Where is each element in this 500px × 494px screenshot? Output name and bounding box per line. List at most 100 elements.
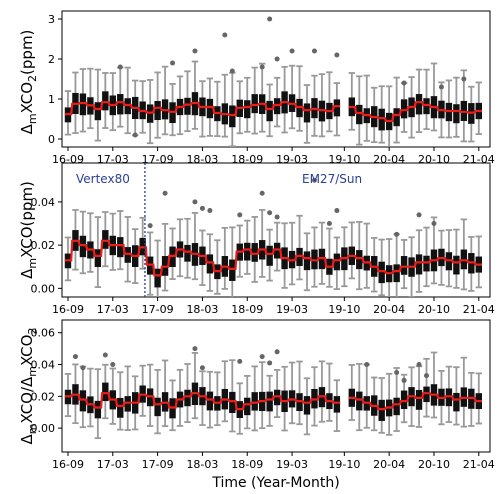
- top-median-line: [64, 101, 482, 123]
- top-box: [356, 104, 363, 125]
- top-outlier-point: [132, 132, 138, 138]
- middle-box: [154, 268, 161, 288]
- bottom-x-tick-label: 16-09: [52, 458, 84, 471]
- bottom-box: [154, 397, 161, 417]
- middle-box: [415, 254, 423, 275]
- middle-x-tick-label: 17-03: [97, 303, 129, 316]
- top-box: [333, 99, 341, 117]
- bottom-outlier-point: [110, 362, 116, 368]
- top-box: [244, 100, 251, 119]
- bottom-box: [102, 382, 109, 402]
- bottom-outlier-point: [72, 354, 78, 360]
- bottom-outlier-point: [364, 362, 370, 368]
- middle-box: [229, 259, 236, 281]
- bottom-outlier-point: [267, 360, 273, 366]
- bottom-outlier-point: [199, 365, 205, 371]
- bottom-outlier-point: [416, 362, 422, 368]
- top-box: [251, 94, 258, 114]
- bottom-outlier-point: [80, 365, 86, 371]
- top-box: [94, 102, 102, 121]
- top-y-tick-label: 1: [48, 93, 55, 106]
- top-box: [400, 99, 408, 119]
- bottom-x-tick-label: 18-09: [231, 458, 263, 471]
- top-outlier-point: [222, 32, 228, 38]
- middle-boxes: [64, 177, 482, 297]
- top-outlier-point: [170, 60, 176, 66]
- bottom-outlier-point: [237, 358, 243, 364]
- bottom-box: [423, 386, 430, 403]
- middle-outlier-point: [274, 214, 280, 220]
- middle-box: [124, 247, 131, 263]
- x-axis-title: Time (Year-Month): [211, 475, 339, 491]
- middle-x-tick-label: 17-09: [142, 303, 174, 316]
- top-y-tick-label: 2: [48, 53, 55, 66]
- middle-outlier-point: [416, 212, 422, 218]
- middle-x-tick-label: 18-09: [231, 303, 263, 316]
- top-box: [453, 104, 460, 124]
- bottom-outlier-point: [424, 373, 430, 379]
- bottom-box: [303, 396, 311, 415]
- middle-outlier-point: [334, 208, 340, 214]
- top-box: [154, 101, 161, 121]
- top-box: [415, 94, 423, 115]
- middle-box: [333, 253, 341, 271]
- middle-outlier-point: [267, 210, 273, 216]
- bottom-outlier-point: [102, 352, 108, 358]
- middle-median-line: [64, 239, 482, 277]
- top-outlier-point: [259, 64, 265, 70]
- bottom-outlier-point: [394, 369, 400, 375]
- bottom-box: [251, 392, 258, 411]
- bottom-box: [356, 391, 363, 411]
- top-outlier-point: [401, 80, 407, 86]
- top-x-tick-label: 20-04: [373, 153, 405, 166]
- middle-box: [244, 242, 251, 261]
- top-panel-ylabel: ΔmXCO2(ppm): [18, 30, 39, 135]
- bottom-box: [206, 391, 214, 411]
- middle-outlier-point: [311, 177, 317, 183]
- bottom-outlier-point: [259, 354, 265, 360]
- middle-outlier-point: [162, 190, 168, 196]
- top-boxes: [64, 16, 482, 147]
- middle-box: [206, 254, 214, 274]
- middle-outlier-point: [431, 221, 437, 227]
- middle-box: [393, 264, 400, 283]
- top-x-tick-label: 20-10: [418, 153, 450, 166]
- bottom-panel-ylabel: ΔmXCO/ΔmXCO2: [18, 328, 39, 445]
- top-x-tick-label: 18-09: [231, 153, 263, 166]
- top-x-tick-label: 19-03: [276, 153, 308, 166]
- bottom-box: [266, 391, 273, 412]
- middle-x-tick-label: 19-03: [276, 303, 308, 316]
- middle-box: [356, 250, 363, 270]
- top-box: [266, 100, 273, 122]
- bottom-x-tick-label: 19-10: [328, 458, 360, 471]
- bottom-box: [393, 397, 400, 416]
- middle-y-tick-label: 0.02: [31, 239, 56, 252]
- middle-box: [79, 235, 87, 258]
- middle-box: [400, 256, 408, 275]
- top-y-tick-label: 0: [48, 133, 55, 146]
- middle-box: [303, 251, 311, 271]
- top-x-tick-label: 17-03: [97, 153, 129, 166]
- top-box: [184, 97, 191, 115]
- middle-panel-frame: [61, 162, 491, 298]
- bottom-box: [244, 397, 251, 416]
- middle-outlier-point: [207, 208, 213, 214]
- bottom-y-tick-label: 0.00: [31, 422, 56, 435]
- top-outlier-point: [461, 76, 467, 82]
- em27-annotation: EM27/Sun: [302, 172, 362, 186]
- bottom-box: [229, 391, 236, 413]
- bottom-x-tick-label: 20-10: [418, 458, 450, 471]
- bottom-box: [184, 389, 191, 407]
- middle-outlier-point: [326, 221, 332, 227]
- top-x-tick-label: 16-09: [52, 153, 84, 166]
- top-outlier-point: [267, 16, 273, 22]
- middle-x-tick-label: 20-10: [418, 303, 450, 316]
- bottom-box: [378, 399, 385, 421]
- middle-y-tick-label: 0.00: [31, 282, 56, 295]
- middle-outlier-point: [394, 231, 400, 237]
- middle-outlier-point: [199, 205, 205, 211]
- top-box: [423, 98, 430, 115]
- top-box: [273, 98, 281, 115]
- middle-box: [423, 255, 430, 272]
